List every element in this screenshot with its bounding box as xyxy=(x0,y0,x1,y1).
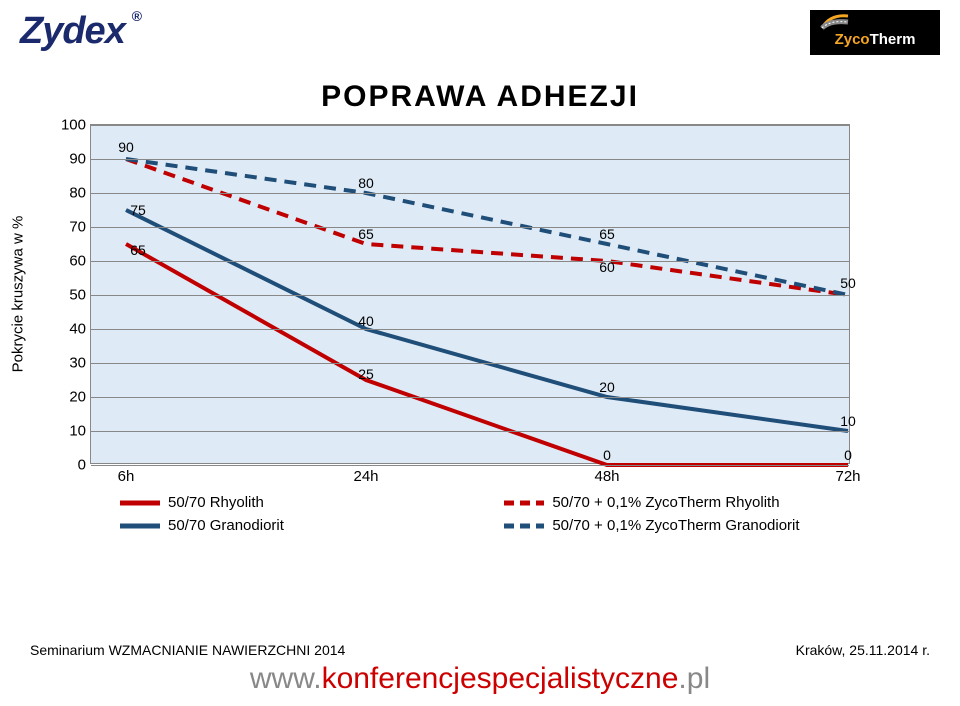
gridline xyxy=(91,227,849,228)
value-label: 0 xyxy=(844,447,852,463)
legend-label: 50/70 + 0,1% ZycoTherm Granodiorit xyxy=(552,517,799,534)
value-label: 80 xyxy=(358,175,374,191)
footer-left: Seminarium WZMACNIANIE NAWIERZCHNI 2014 xyxy=(30,642,345,658)
road-icon xyxy=(820,12,850,30)
value-label: 20 xyxy=(599,379,615,395)
legend-swatch xyxy=(504,496,544,510)
x-tick-label: 6h xyxy=(118,468,135,485)
plot-area: 01020304050607080901006h24h48h72h9075658… xyxy=(90,124,850,464)
y-tick-label: 70 xyxy=(51,219,86,236)
y-tick-label: 60 xyxy=(51,253,86,270)
logo-text: Zydex xyxy=(20,10,125,52)
x-tick-label: 72h xyxy=(835,468,860,485)
y-tick-label: 90 xyxy=(51,151,86,168)
legend-label: 50/70 + 0,1% ZycoTherm Rhyolith xyxy=(552,494,779,511)
y-tick-label: 100 xyxy=(51,117,86,134)
legend-label: 50/70 Rhyolith xyxy=(168,494,264,511)
y-tick-label: 40 xyxy=(51,321,86,338)
value-label: 65 xyxy=(130,242,146,258)
legend-swatch xyxy=(504,519,544,533)
legend-item: 50/70 + 0,1% ZycoTherm Rhyolith xyxy=(504,494,960,511)
value-label: 65 xyxy=(599,226,615,242)
legend-swatch xyxy=(120,519,160,533)
gridline xyxy=(91,465,849,466)
legend-swatch xyxy=(120,496,160,510)
gridline xyxy=(91,193,849,194)
gridline xyxy=(91,363,849,364)
value-label: 65 xyxy=(358,226,374,242)
gridline xyxy=(91,329,849,330)
x-tick-label: 24h xyxy=(353,468,378,485)
chart-title: POPRAWA ADHEZJI xyxy=(0,80,960,114)
zydex-logo: Zydex® xyxy=(20,10,125,53)
value-label: 0 xyxy=(603,447,611,463)
gridline xyxy=(91,261,849,262)
y-tick-label: 50 xyxy=(51,287,86,304)
gridline xyxy=(91,125,849,126)
registered-mark: ® xyxy=(132,8,141,24)
zycotherm-badge: ZycoTherm xyxy=(810,10,940,55)
legend-item: 50/70 Granodiorit xyxy=(120,517,444,534)
y-tick-label: 10 xyxy=(51,423,86,440)
footer-right: Kraków, 25.11.2014 r. xyxy=(796,642,930,658)
badge-part1: Zyco xyxy=(835,31,870,48)
y-axis-label: Pokrycie kruszywa w % xyxy=(10,216,27,373)
y-tick-label: 30 xyxy=(51,355,86,372)
footer-url: www.konferencjespecjalistyczne.pl xyxy=(0,662,960,696)
gridline xyxy=(91,397,849,398)
value-label: 10 xyxy=(840,413,856,429)
gridline xyxy=(91,295,849,296)
chart: Pokrycie kruszywa w % 010203040506070809… xyxy=(40,124,920,464)
value-label: 40 xyxy=(358,313,374,329)
x-tick-label: 48h xyxy=(594,468,619,485)
footer: Seminarium WZMACNIANIE NAWIERZCHNI 2014 … xyxy=(0,642,960,696)
value-label: 25 xyxy=(358,366,374,382)
badge-part2: Therm xyxy=(870,31,916,48)
legend-item: 50/70 Rhyolith xyxy=(120,494,444,511)
gridline xyxy=(91,159,849,160)
y-tick-label: 80 xyxy=(51,185,86,202)
legend-item: 50/70 + 0,1% ZycoTherm Granodiorit xyxy=(504,517,960,534)
value-label: 75 xyxy=(130,202,146,218)
legend-label: 50/70 Granodiorit xyxy=(168,517,284,534)
y-tick-label: 0 xyxy=(51,457,86,474)
value-label: 60 xyxy=(599,259,615,275)
value-label: 50 xyxy=(840,275,856,291)
legend: 50/70 Rhyolith 50/70 + 0,1% ZycoTherm Rhy… xyxy=(120,494,960,534)
y-tick-label: 20 xyxy=(51,389,86,406)
gridline xyxy=(91,431,849,432)
value-label: 90 xyxy=(118,139,134,155)
